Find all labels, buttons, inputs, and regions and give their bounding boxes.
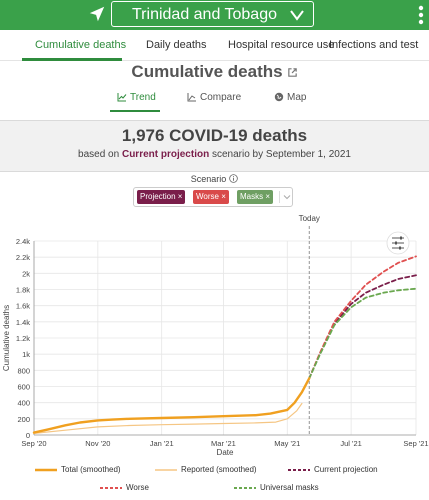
series-line-universal-masks: [308, 287, 417, 380]
compare-icon: [187, 93, 196, 102]
active-tab-indicator: [22, 58, 122, 61]
y-tick-label: 1k: [22, 350, 30, 359]
y-tick-label: 2.4k: [16, 237, 30, 246]
location-arrow-icon[interactable]: [88, 5, 106, 23]
legend-label-worse: Worse: [126, 483, 149, 492]
chart-settings-icon[interactable]: [386, 231, 410, 255]
scenario-label-text: Scenario: [190, 174, 227, 184]
legend-label-current-projection: Current projection: [314, 465, 378, 474]
y-tick-label: 200: [17, 415, 30, 424]
legend-swatch-worse: [100, 486, 122, 489]
view-tab-map-label: Map: [287, 92, 307, 103]
series-line-reported-smoothed: [33, 402, 303, 434]
x-tick-label: May '21: [274, 439, 300, 448]
chips-divider: [279, 191, 280, 203]
legend-item-current-projection[interactable]: Current projection: [288, 465, 378, 474]
legend-item-universal-masks[interactable]: Universal masks: [234, 483, 319, 492]
tab-cumulative-deaths[interactable]: Cumulative deaths: [35, 39, 127, 51]
view-tab-compare[interactable]: Compare: [187, 92, 241, 103]
legend-swatch-current-projection: [288, 468, 310, 471]
x-tick-label: Sep '21: [403, 439, 428, 448]
view-tab-compare-label: Compare: [200, 92, 242, 103]
y-tick-label: 1.4k: [16, 318, 30, 327]
country-select-value: Trinidad and Tobago: [132, 6, 277, 23]
tab-daily-deaths[interactable]: Daily deaths: [146, 39, 207, 51]
legend-item-reported[interactable]: Reported (smoothed): [155, 465, 257, 474]
y-tick-label: 1.2k: [16, 334, 30, 343]
scenario-chip-projection[interactable]: Projection ×: [137, 190, 186, 204]
y-tick-label: 1.6k: [16, 302, 30, 311]
series-line-total-smoothed: [32, 377, 311, 434]
chart-legend: Total (smoothed) Reported (smoothed) Cur…: [0, 462, 429, 498]
trend-icon: [117, 93, 127, 102]
y-tick-label: 400: [17, 399, 30, 408]
globe-icon: [274, 92, 284, 102]
y-tick-label: 1.8k: [16, 286, 30, 295]
series-line-worse: [308, 255, 417, 380]
view-tab-map[interactable]: Map: [274, 92, 306, 103]
summary-scenario: Current projection: [121, 149, 210, 160]
info-icon[interactable]: [229, 174, 239, 183]
x-axis-title: Date: [217, 448, 234, 455]
scenario-chip-projection-label: Projection: [140, 192, 176, 201]
x-tick-label: Sep '20: [21, 439, 46, 448]
more-options-icon[interactable]: [418, 4, 424, 26]
view-tab-trend-label: Trend: [130, 92, 156, 103]
active-view-indicator: [110, 110, 160, 112]
legend-label-reported: Reported (smoothed): [181, 465, 257, 474]
summary-sub-prefix: based on: [78, 149, 122, 160]
view-tabs: Trend Compare Map: [0, 92, 429, 112]
summary-subtitle: based on Current projection scenario by …: [0, 149, 429, 160]
y-tick-label: 2k: [22, 269, 30, 278]
y-tick-label: 600: [17, 383, 30, 392]
scenario-label: Scenario: [0, 174, 429, 184]
metric-tabs: Cumulative deaths Daily deaths Hospital …: [0, 30, 429, 61]
legend-swatch-reported: [155, 469, 177, 471]
x-tick-label: Jan '21: [150, 439, 174, 448]
tab-hospital-resource-use[interactable]: Hospital resource use: [228, 39, 335, 51]
y-tick-label: 2.2k: [16, 253, 30, 262]
legend-label-universal-masks: Universal masks: [260, 483, 319, 492]
y-axis-title: Cumulative deaths: [2, 305, 11, 371]
y-tick-label: 800: [17, 366, 30, 375]
legend-item-total[interactable]: Total (smoothed): [35, 465, 121, 474]
scenario-chip-worse[interactable]: Worse ×: [193, 190, 229, 204]
view-tab-trend[interactable]: Trend: [117, 92, 156, 103]
top-bar: Trinidad and Tobago: [0, 0, 429, 30]
scenario-chip-worse-label: Worse: [196, 192, 219, 201]
summary-sub-suffix: scenario by September 1, 2021: [209, 149, 351, 160]
chevron-down-icon: [290, 10, 304, 21]
scenario-multiselect[interactable]: Projection × Worse × Masks ×: [133, 187, 293, 207]
scenario-chip-masks[interactable]: Masks ×: [237, 190, 274, 204]
x-tick-label: Jul '21: [340, 439, 361, 448]
external-link-icon[interactable]: [287, 67, 298, 78]
page-title: Cumulative deaths: [0, 62, 429, 82]
scenario-chip-masks-label: Masks: [240, 192, 264, 201]
today-label: Today: [299, 214, 320, 223]
tab-infections-and-testing[interactable]: Infections and test: [329, 39, 419, 51]
country-select[interactable]: Trinidad and Tobago: [111, 1, 314, 27]
legend-swatch-total: [35, 468, 57, 472]
legend-label-total: Total (smoothed): [61, 465, 121, 474]
chevron-down-icon[interactable]: [283, 193, 291, 201]
cumulative-deaths-chart: 0 200 400 600 800 1k 1.2k 1.4k 1.6k 1.8k 2k 2.2k 2.4…: [2, 214, 429, 455]
summary-panel: 1,976 COVID-19 deaths based on Current p…: [0, 120, 429, 172]
y-tick-label: 0: [26, 431, 30, 440]
legend-item-worse[interactable]: Worse: [100, 483, 149, 492]
x-tick-label: Mar '21: [211, 439, 236, 448]
x-tick-label: Nov '20: [85, 439, 110, 448]
legend-swatch-universal-masks: [234, 486, 256, 489]
page-title-text: Cumulative deaths: [131, 62, 283, 81]
summary-headline: 1,976 COVID-19 deaths: [121, 126, 308, 145]
